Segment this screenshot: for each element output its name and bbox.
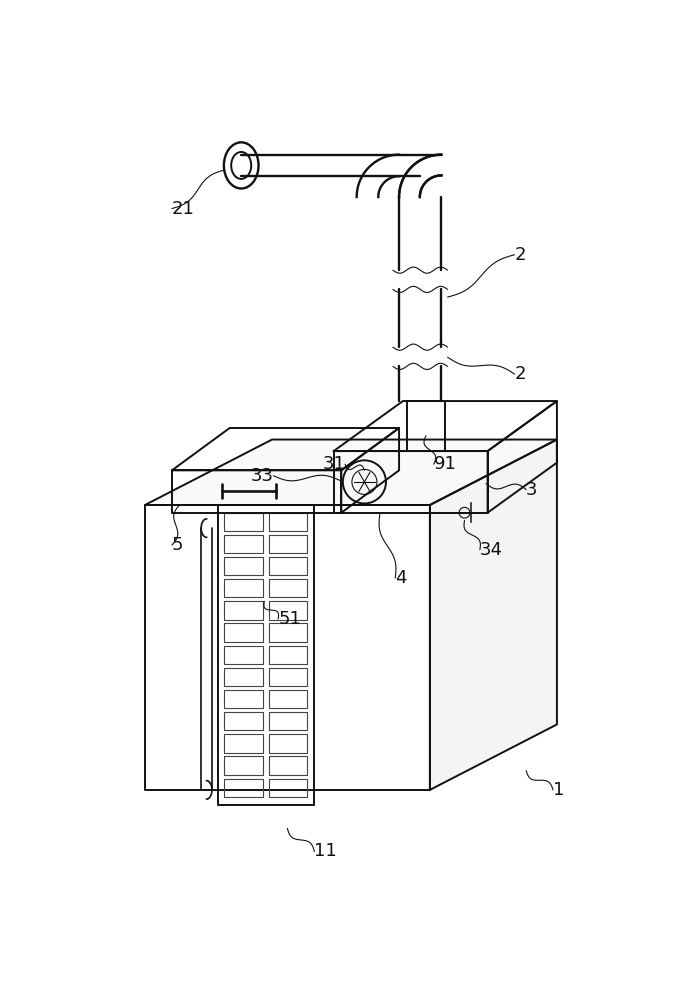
Text: 21: 21	[172, 200, 195, 218]
Text: 5: 5	[172, 536, 183, 554]
Text: 91: 91	[434, 455, 457, 473]
Text: 11: 11	[315, 842, 337, 860]
Text: 3: 3	[526, 481, 538, 499]
Text: 2: 2	[514, 365, 526, 383]
Text: 31: 31	[322, 455, 345, 473]
Text: 33: 33	[250, 467, 274, 485]
Polygon shape	[145, 505, 430, 790]
Text: 34: 34	[480, 541, 503, 559]
Polygon shape	[430, 440, 557, 790]
Text: 2: 2	[514, 246, 526, 264]
Polygon shape	[145, 440, 557, 505]
Text: 51: 51	[278, 610, 301, 628]
Text: 1: 1	[553, 781, 564, 799]
Text: 4: 4	[395, 569, 407, 587]
